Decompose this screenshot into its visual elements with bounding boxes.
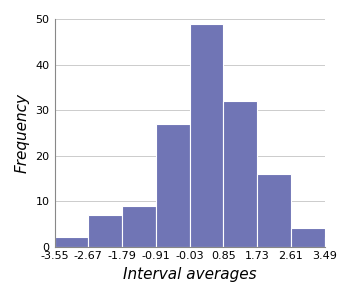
Y-axis label: Frequency: Frequency: [15, 93, 30, 173]
Bar: [257, 174, 291, 247]
X-axis label: Interval averages: Interval averages: [123, 267, 256, 282]
Bar: [325, 238, 352, 247]
Bar: [122, 206, 156, 247]
Bar: [55, 238, 88, 247]
Bar: [156, 124, 190, 247]
Bar: [88, 215, 122, 247]
Bar: [190, 23, 223, 247]
Bar: [223, 101, 257, 247]
Bar: [291, 228, 325, 247]
